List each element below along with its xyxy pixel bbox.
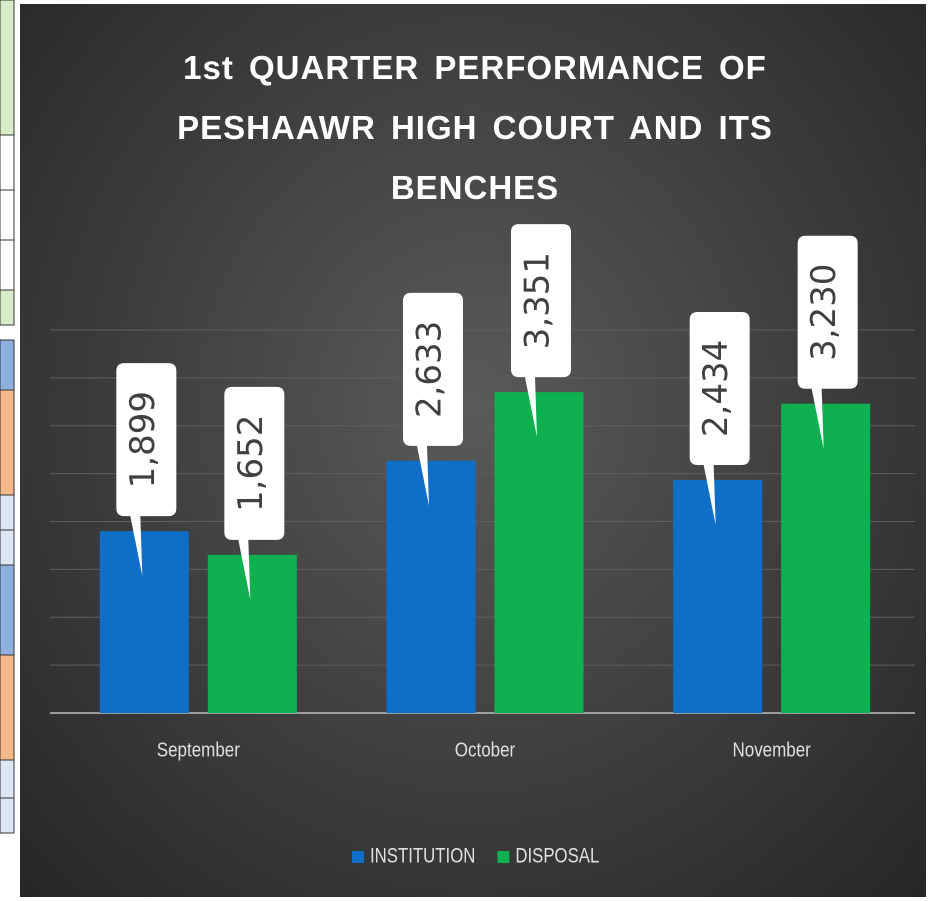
data-label: 2,434: [696, 340, 736, 437]
bar: [99, 531, 189, 713]
data-label: 2,633: [410, 321, 450, 418]
bar: [386, 460, 476, 713]
x-tick-label: September: [157, 738, 240, 761]
bar: [673, 479, 763, 713]
bar: [207, 554, 297, 713]
data-label: 3,230: [804, 264, 844, 361]
bar: [494, 392, 584, 713]
data-label-callout: [689, 311, 750, 525]
data-label: 3,351: [518, 252, 558, 349]
legend-swatch: [352, 851, 364, 863]
x-tick-label: November: [732, 738, 810, 761]
sheet-cell: [0, 797, 15, 834]
data-label-callout: [116, 363, 177, 577]
data-label-callout: [403, 292, 463, 506]
data-label-callout: [511, 224, 571, 438]
bar: [781, 403, 871, 713]
x-tick-label: October: [455, 738, 515, 761]
data-label: 1,652: [231, 415, 271, 512]
chart-title: 1st QUARTER PERFORMANCE OF PESHAAWR HIGH…: [177, 49, 773, 206]
sheet-cell: [0, 239, 15, 291]
legend-label: INSTITUTION: [370, 845, 475, 868]
data-label-callout: [224, 386, 285, 600]
legend-label: DISPOSAL: [515, 845, 599, 868]
data-label-callout: [797, 235, 858, 449]
sheet-fragment: [0, 0, 15, 834]
legend-swatch: [497, 851, 510, 863]
data-label: 1,899: [123, 391, 163, 488]
